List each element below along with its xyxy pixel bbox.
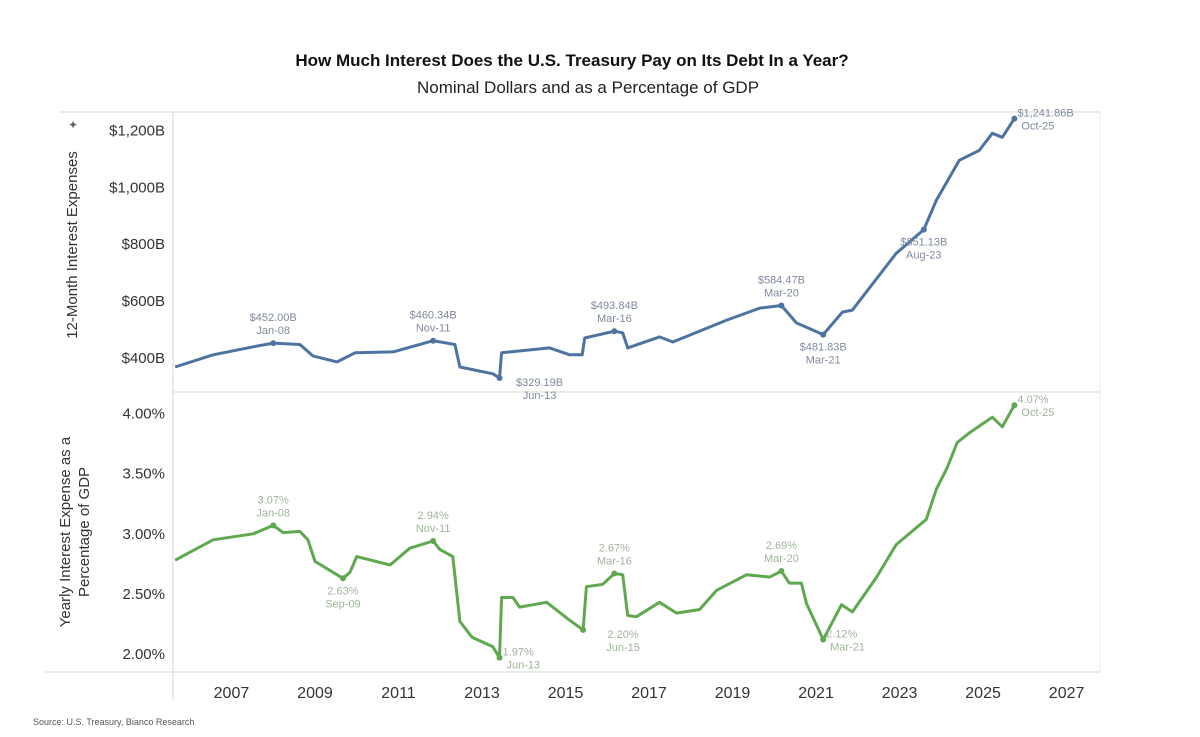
annotation-value: $851.13B [900,237,947,249]
y-tick-label: $600B [122,293,165,310]
y-tick-label: $1,200B [109,122,165,139]
x-tick-label: 2025 [965,685,1001,702]
annotation-marker [820,636,827,643]
annotation-marker [1011,402,1018,409]
plot-frame [45,111,1101,700]
annotation-date: Jun-13 [507,660,541,672]
annotation-date: Jun-13 [523,390,557,402]
annotation-value: $481.83B [800,342,847,354]
annotation-marker [339,575,346,582]
annotation-marker [611,328,618,335]
annotation-value: $1,241.86B [1017,108,1073,120]
gdp-percent-line [174,404,1016,660]
y-tick-label: 2.50% [122,586,165,603]
bottom-y-axis-title-line2: Percentage of GDP [76,467,93,597]
annotation-marker [430,337,437,344]
annotation-date: Jun-15 [606,642,640,654]
x-tick-label: 2023 [882,685,918,702]
x-tick-label: 2013 [464,685,500,702]
annotation-value: 1.97% [503,647,534,659]
y-tick-label: 2.00% [122,646,165,663]
annotation-value: 2.69% [766,540,797,552]
annotation-date: Aug-23 [906,250,941,262]
y-tick-label: $400B [122,350,165,367]
annotation-date: Mar-20 [764,553,799,565]
x-tick-label: 2011 [381,685,416,702]
annotation-value: 4.07% [1017,394,1048,406]
annotation-marker [778,302,785,309]
annotation-date: Mar-16 [597,555,632,567]
y-tick-label: 3.00% [122,526,165,543]
annotation-marker [778,568,785,575]
annotation-marker [496,375,503,382]
annotation-date: Mar-21 [806,355,841,367]
annotation-value: $584.47B [758,274,805,286]
annotation-marker [270,522,277,529]
y-tick-label: 4.00% [122,406,165,423]
annotation-value: 2.12% [826,629,857,641]
pin-icon: ✦ [68,118,78,132]
y-tick-label: $800B [122,236,165,253]
annotation-value: 2.94% [418,510,449,522]
annotation-marker [820,331,827,338]
annotation-marker [430,538,437,545]
annotation-marker [611,570,618,577]
annotation-marker [496,654,503,661]
annotation-marker [1011,115,1018,122]
x-tick-label: 2009 [297,685,333,702]
annotation-marker [920,226,927,233]
annotation-date: Jan-08 [256,325,290,337]
annotation-value: $452.00B [250,312,297,324]
annotation-date: Jan-08 [256,507,290,519]
annotation-value: $460.34B [410,310,457,322]
x-tick-label: 2007 [214,685,250,702]
annotation-value: $493.84B [591,300,638,312]
top-y-axis-title: 12-Month Interest Expenses [64,151,81,339]
y-tick-label: $1,000B [109,179,165,196]
interest-expense-line [174,117,1016,380]
x-tick-label: 2015 [548,685,584,702]
source-note: Source: U.S. Treasury, Bianco Research [33,717,194,727]
x-tick-label: 2019 [715,685,751,702]
annotation-date: Mar-21 [830,642,865,654]
annotation-value: 2.63% [327,585,358,597]
annotation-value: 3.07% [258,494,289,506]
x-tick-label: 2027 [1049,685,1085,702]
bottom-y-axis-title-line1: Yearly Interest Expense as a [57,436,74,627]
annotation-date: Nov-11 [416,323,451,335]
x-tick-label: 2021 [798,685,834,702]
chart-title: How Much Interest Does the U.S. Treasury… [295,51,848,70]
annotation-date: Sep-09 [325,598,360,610]
annotation-date: Oct-25 [1021,121,1054,133]
annotation-date: Nov-11 [416,523,451,535]
y-tick-label: 3.50% [122,466,165,483]
chart-subtitle: Nominal Dollars and as a Percentage of G… [417,78,759,97]
annotation-value: $329.19B [516,377,563,389]
annotation-date: Oct-25 [1021,407,1054,419]
annotation-date: Mar-16 [597,313,632,325]
annotation-marker [580,626,587,633]
annotation-value: 2.67% [599,542,630,554]
annotation-marker [270,340,277,347]
annotation-value: 2.20% [607,629,638,641]
x-tick-label: 2017 [631,685,667,702]
annotation-date: Mar-20 [764,287,799,299]
